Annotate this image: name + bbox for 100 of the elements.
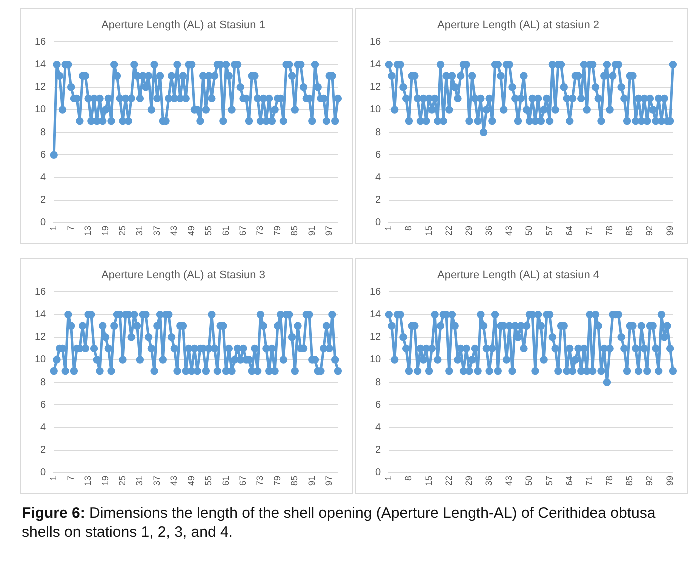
y-tick-label: 10: [35, 104, 47, 116]
x-tick-label: 43: [504, 476, 514, 486]
x-tick-label: 57: [544, 476, 554, 486]
x-tick-label: 49: [186, 476, 196, 486]
x-tick-label: 85: [624, 226, 635, 236]
x-tick-label: 25: [117, 226, 128, 236]
x-tick-label: 8: [404, 476, 414, 482]
x-tick-label: 97: [324, 476, 334, 486]
x-tick-label: 43: [504, 226, 514, 236]
x-tick-label: 64: [564, 226, 574, 236]
y-tick-label: 6: [40, 400, 47, 411]
x-tick-label: 50: [524, 476, 534, 486]
y-tick-label: 14: [35, 310, 47, 321]
y-tick-label: 8: [376, 377, 382, 388]
caption: Figure 6: Dimensions the length of the shell opening (Aperture Length-AL) of Cerithidea obtusa shells on stations 1, 2, 3, and 4.: [22, 504, 657, 542]
x-tick-label: 91: [306, 476, 317, 486]
x-tick-label: 79: [272, 226, 282, 236]
x-tick-label: 43: [169, 226, 180, 236]
y-tick-label: 10: [35, 354, 47, 366]
y-tick-label: 10: [370, 354, 382, 366]
x-tick-label: 15: [424, 476, 434, 486]
x-tick-label: 8: [404, 226, 414, 232]
y-tick-label: 2: [376, 445, 382, 456]
x-tick-label: 67: [238, 476, 248, 486]
x-tick-label: 73: [255, 476, 266, 486]
x-tick-label: 55: [204, 476, 214, 486]
x-tick-label: 36: [484, 476, 494, 486]
y-tick-label: 16: [370, 36, 382, 48]
chart-title: Aperture Length (AL) at Stasiun 1: [102, 20, 266, 32]
x-tick-label: 92: [644, 226, 655, 236]
y-tick-label: 6: [40, 150, 47, 161]
x-tick-label: 25: [117, 476, 128, 486]
x-tick-label: 22: [444, 226, 454, 236]
y-tick-label: 16: [370, 286, 382, 298]
x-tick-label: 19: [100, 226, 110, 236]
x-tick-label: 37: [152, 476, 162, 486]
x-tick-label: 57: [544, 226, 554, 236]
y-tick-label: 16: [35, 286, 47, 298]
x-tick-label: 73: [255, 226, 266, 236]
x-tick-label: 79: [272, 476, 282, 486]
x-tick-label: 78: [604, 476, 615, 486]
x-tick-label: 13: [83, 226, 94, 236]
x-tick-label: 61: [220, 226, 231, 236]
x-tick-label: 13: [83, 476, 94, 486]
y-tick-label: 6: [376, 400, 382, 411]
x-tick-label: 1: [48, 226, 59, 232]
chart-title: Aperture Length (AL) at Stasiun 3: [102, 270, 266, 282]
x-tick-label: 85: [290, 476, 300, 486]
x-tick-label: 37: [152, 226, 162, 236]
y-tick-label: 2: [40, 195, 47, 206]
y-tick-label: 0: [376, 218, 382, 229]
x-tick-label: 19: [100, 476, 110, 486]
y-tick-label: 4: [376, 422, 382, 434]
y-tick-label: 0: [376, 468, 382, 479]
y-tick-label: 10: [370, 104, 382, 116]
x-tick-label: 7: [66, 476, 76, 482]
y-tick-label: 8: [40, 377, 47, 388]
x-tick-label: 31: [134, 226, 145, 236]
y-tick-label: 12: [35, 332, 47, 344]
chart-title: Aperture Length (AL) at stasiun 2: [437, 20, 600, 32]
y-tick-label: 8: [376, 127, 382, 138]
x-tick-label: 97: [324, 226, 334, 236]
x-tick-label: 64: [564, 476, 574, 486]
x-tick-label: 22: [444, 476, 454, 486]
y-tick-label: 16: [35, 36, 47, 48]
y-tick-label: 8: [40, 127, 47, 138]
x-tick-label: 1: [384, 226, 394, 232]
x-tick-label: 71: [584, 226, 594, 236]
x-tick-label: 29: [464, 476, 474, 486]
x-tick-label: 50: [524, 226, 534, 236]
y-tick-label: 14: [35, 60, 47, 71]
x-tick-label: 1: [48, 476, 59, 482]
x-tick-label: 7: [66, 226, 76, 232]
x-tick-label: 61: [220, 476, 231, 486]
y-tick-label: 0: [40, 468, 47, 479]
y-tick-label: 4: [376, 172, 382, 184]
x-tick-label: 67: [238, 226, 248, 236]
y-tick-label: 0: [40, 218, 47, 229]
x-tick-label: 29: [464, 226, 474, 236]
y-tick-label: 14: [370, 310, 382, 321]
x-tick-label: 36: [484, 226, 494, 236]
chart-title: Aperture Length (AL) at stasiun 4: [437, 270, 600, 282]
x-tick-label: 31: [134, 476, 145, 486]
x-tick-label: 91: [306, 226, 317, 236]
y-tick-label: 6: [376, 150, 382, 161]
x-tick-label: 49: [186, 226, 196, 236]
y-tick-label: 12: [370, 332, 382, 344]
x-tick-label: 85: [290, 226, 300, 236]
y-tick-label: 12: [370, 82, 382, 94]
x-tick-label: 99: [664, 476, 675, 486]
x-tick-label: 85: [624, 476, 635, 486]
x-tick-label: 92: [644, 476, 655, 486]
y-tick-label: 2: [376, 195, 382, 206]
y-tick-label: 4: [40, 422, 47, 434]
y-tick-label: 12: [35, 82, 47, 94]
x-tick-label: 15: [424, 226, 434, 236]
x-tick-label: 55: [204, 226, 214, 236]
x-tick-label: 99: [664, 226, 675, 236]
y-tick-label: 4: [40, 172, 47, 184]
y-tick-label: 14: [370, 60, 382, 71]
